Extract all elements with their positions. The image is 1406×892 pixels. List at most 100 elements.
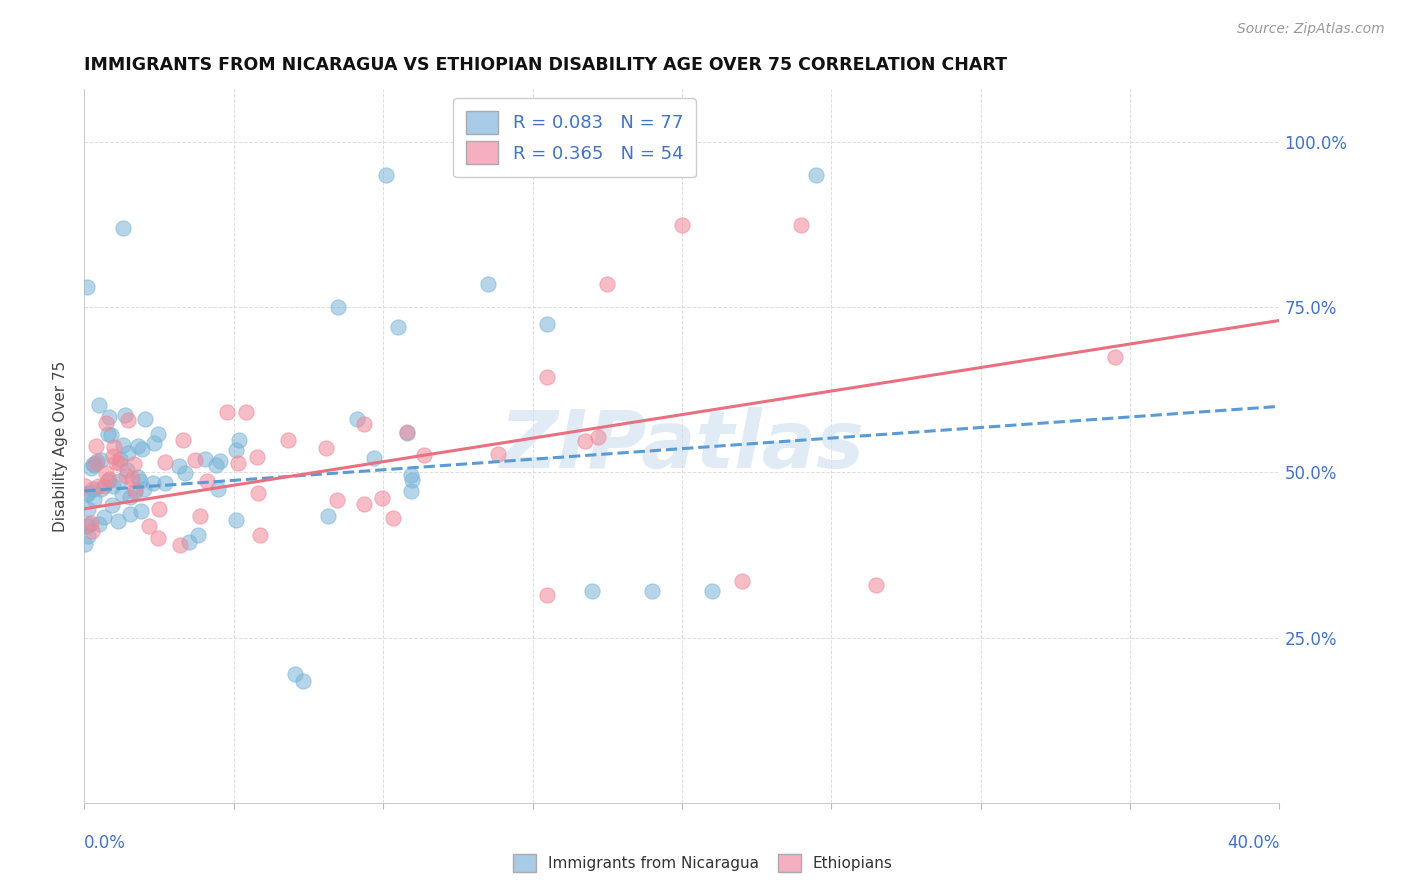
Point	[167, 459, 190, 474]
Point	[401, 473, 423, 487]
Point	[131, 442, 153, 456]
Point	[112, 437, 135, 451]
Point	[641, 584, 664, 599]
Point	[353, 417, 375, 432]
Point	[111, 487, 134, 501]
Point	[596, 277, 619, 292]
Point	[129, 474, 152, 488]
Point	[103, 440, 125, 454]
Point	[188, 508, 211, 523]
Point	[80, 524, 103, 539]
Point	[284, 667, 307, 681]
Point	[80, 516, 103, 530]
Point	[86, 479, 108, 493]
Point	[107, 474, 129, 488]
Point	[97, 427, 120, 442]
Point	[395, 425, 418, 439]
Legend: Immigrants from Nicaragua, Ethiopians: Immigrants from Nicaragua, Ethiopians	[506, 846, 900, 880]
Point	[124, 485, 146, 500]
Point	[247, 485, 270, 500]
Point	[177, 535, 200, 549]
Point	[89, 453, 111, 467]
Point	[77, 502, 100, 516]
Point	[84, 456, 107, 470]
Point	[215, 405, 238, 419]
Point	[187, 528, 209, 542]
Point	[82, 483, 104, 497]
Point	[148, 501, 170, 516]
Point	[399, 484, 422, 499]
Point	[536, 588, 558, 602]
Point	[77, 516, 100, 531]
Point	[174, 466, 197, 480]
Point	[146, 531, 169, 545]
Point	[207, 482, 229, 496]
Point	[536, 317, 558, 331]
Point	[865, 578, 887, 592]
Point	[80, 461, 103, 475]
Point	[195, 474, 218, 488]
Point	[108, 456, 131, 470]
Point	[235, 405, 257, 419]
Point	[371, 491, 394, 505]
Point	[292, 673, 315, 688]
Point	[671, 218, 693, 232]
Text: IMMIGRANTS FROM NICARAGUA VS ETHIOPIAN DISABILITY AGE OVER 75 CORRELATION CHART: IMMIGRANTS FROM NICARAGUA VS ETHIOPIAN D…	[84, 56, 1007, 74]
Point	[122, 458, 145, 472]
Point	[412, 448, 434, 462]
Point	[97, 410, 120, 425]
Point	[127, 469, 149, 483]
Point	[83, 491, 105, 506]
Point	[83, 458, 105, 472]
Y-axis label: Disability Age Over 75: Disability Age Over 75	[53, 360, 69, 532]
Point	[142, 476, 165, 491]
Point	[76, 529, 98, 543]
Point	[86, 453, 108, 467]
Point	[205, 458, 228, 473]
Point	[77, 486, 100, 500]
Point	[100, 428, 122, 442]
Point	[107, 514, 129, 528]
Point	[374, 168, 396, 182]
Point	[134, 412, 156, 426]
Point	[169, 538, 191, 552]
Point	[97, 474, 120, 488]
Point	[586, 430, 609, 444]
Point	[115, 469, 138, 483]
Point	[115, 463, 138, 477]
Point	[246, 450, 269, 464]
Point	[806, 168, 828, 182]
Point	[325, 492, 347, 507]
Point	[387, 320, 409, 334]
Text: 0.0%: 0.0%	[84, 834, 127, 852]
Point	[101, 449, 124, 463]
Point	[93, 478, 115, 492]
Point	[225, 443, 247, 458]
Point	[1104, 350, 1126, 364]
Point	[153, 476, 176, 491]
Point	[194, 452, 217, 467]
Text: Source: ZipAtlas.com: Source: ZipAtlas.com	[1237, 22, 1385, 37]
Point	[225, 513, 247, 527]
Point	[486, 447, 509, 461]
Point	[148, 426, 170, 441]
Point	[399, 468, 422, 483]
Point	[396, 425, 419, 440]
Point	[120, 508, 142, 522]
Point	[581, 584, 603, 599]
Point	[138, 519, 160, 533]
Text: 40.0%: 40.0%	[1227, 834, 1279, 852]
Point	[127, 439, 149, 453]
Point	[700, 584, 723, 599]
Point	[536, 369, 558, 384]
Point	[129, 504, 152, 518]
Point	[153, 455, 176, 469]
Point	[84, 439, 107, 453]
Point	[93, 509, 115, 524]
Point	[172, 433, 194, 447]
Point	[132, 483, 155, 497]
Point	[75, 479, 97, 493]
Point	[143, 435, 166, 450]
Point	[82, 457, 104, 471]
Point	[328, 300, 350, 314]
